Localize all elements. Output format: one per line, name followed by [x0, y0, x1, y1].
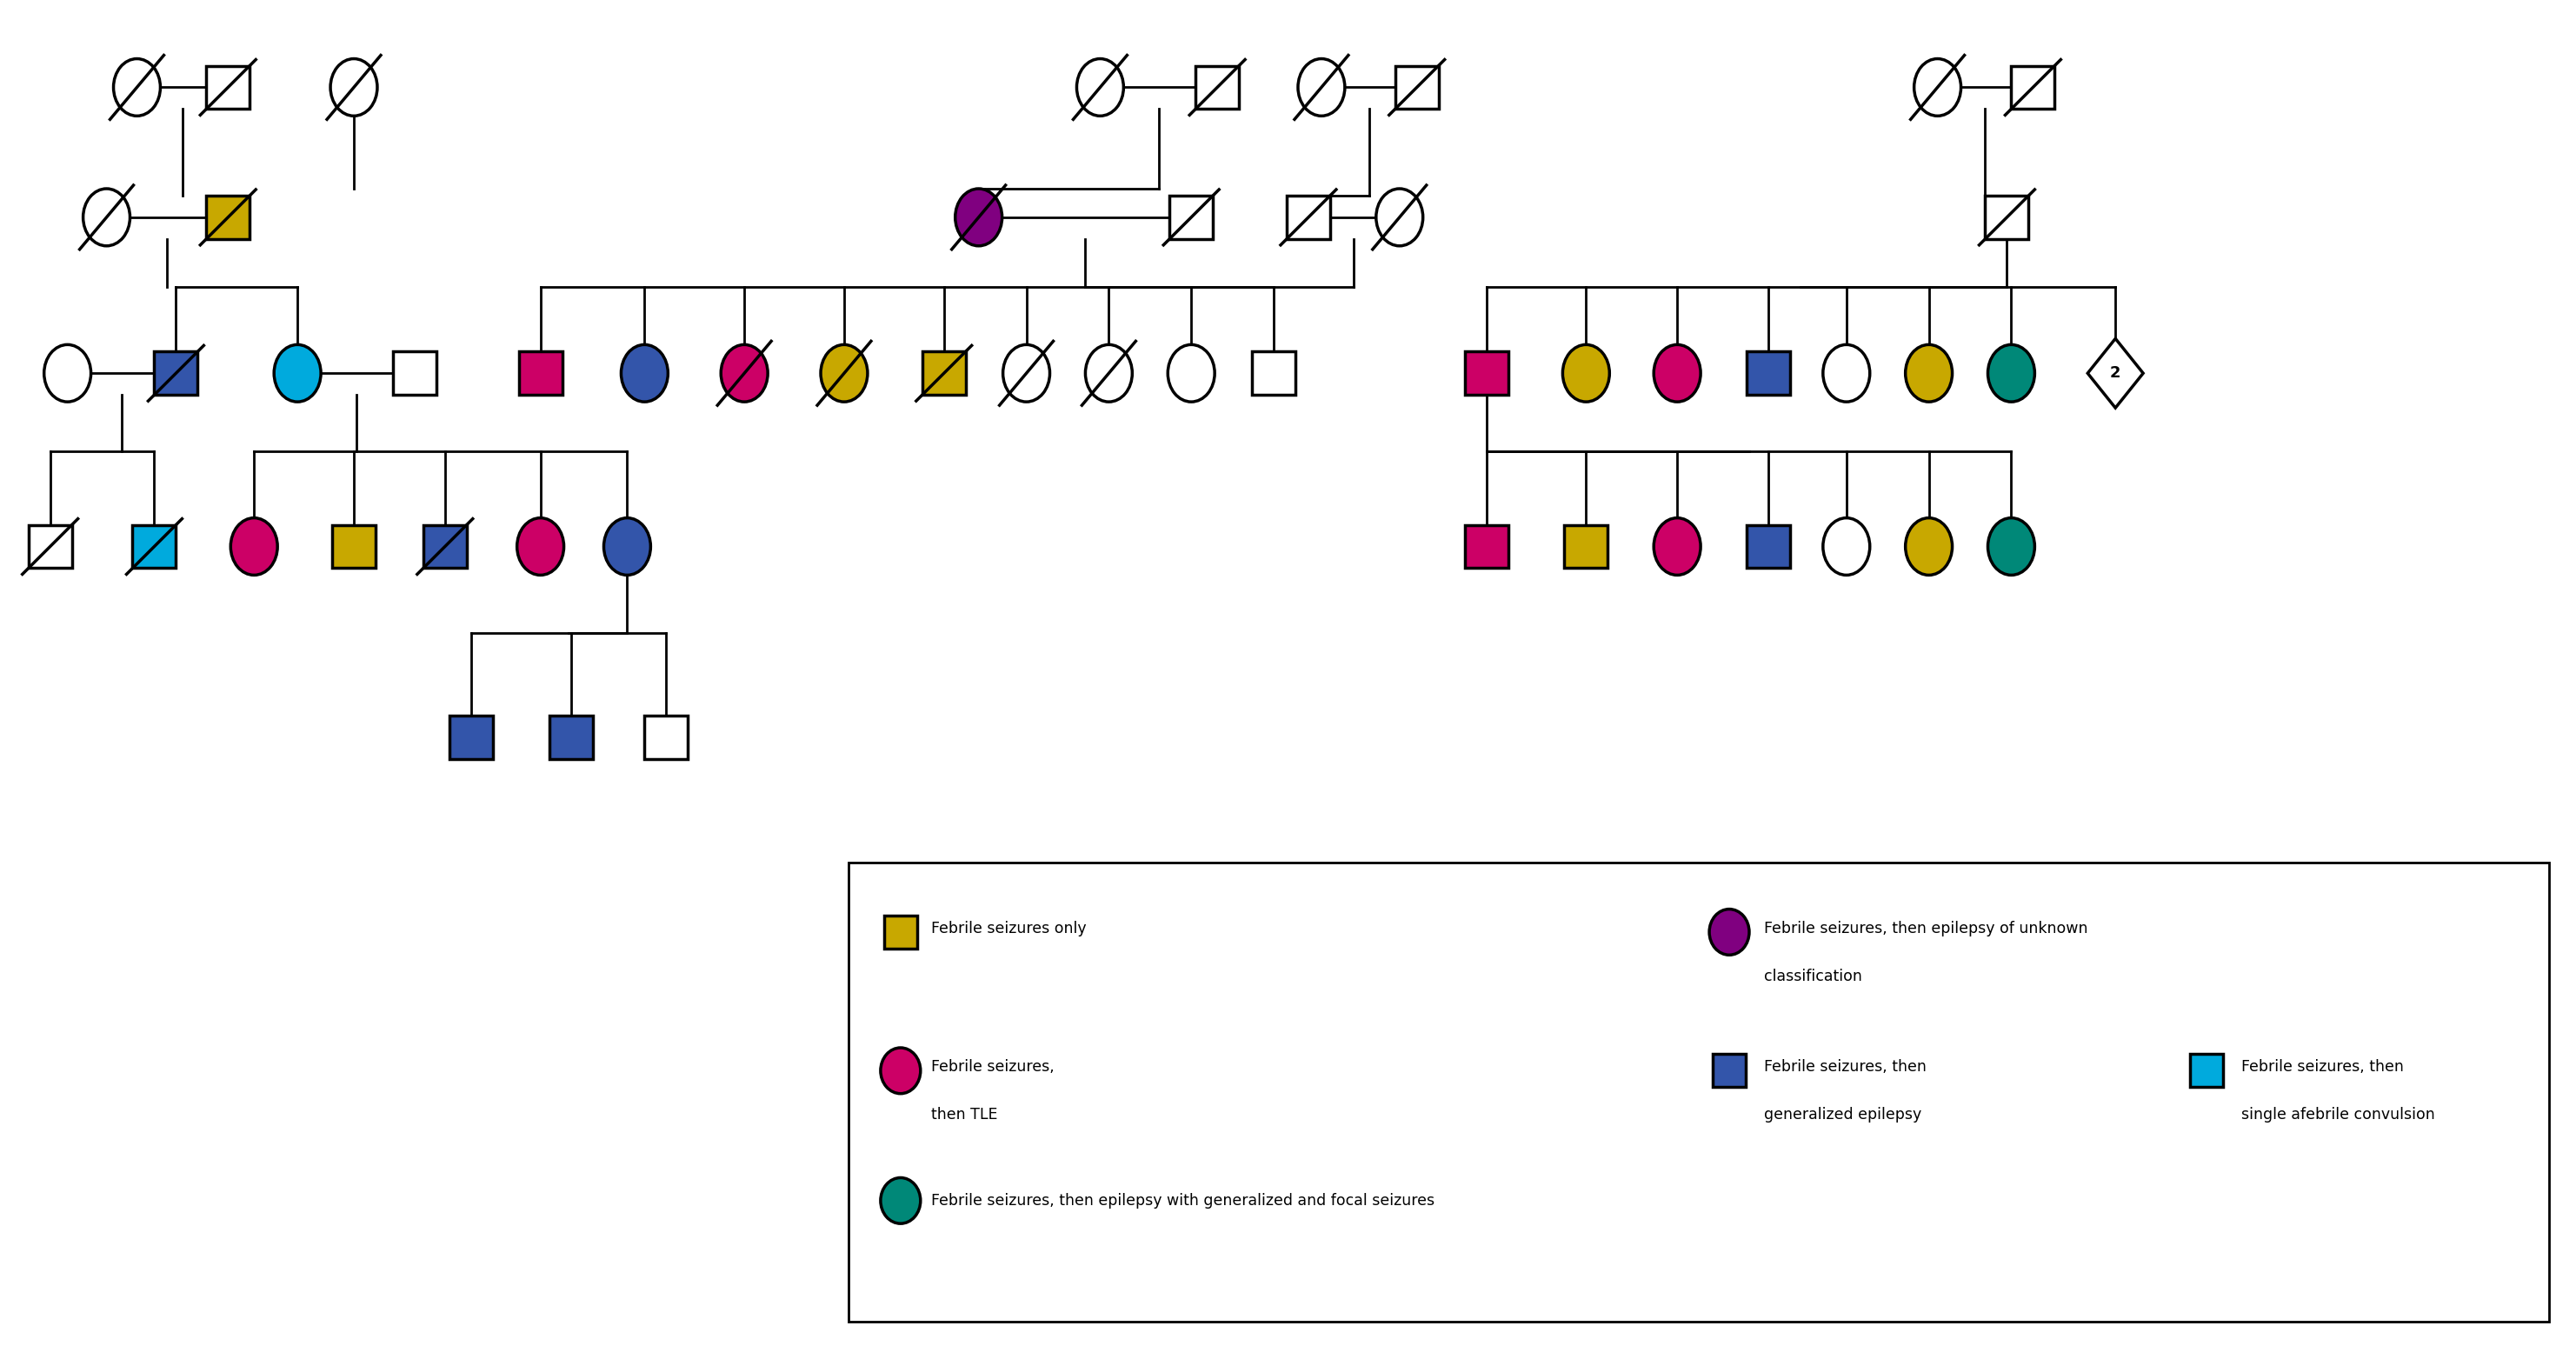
Bar: [884, 915, 917, 949]
Bar: [1252, 351, 1296, 394]
Bar: [1466, 525, 1507, 568]
Text: Febrile seizures,: Febrile seizures,: [930, 1059, 1054, 1075]
Bar: [1564, 525, 1607, 568]
Bar: [422, 525, 466, 568]
Ellipse shape: [1710, 909, 1749, 954]
Bar: [28, 525, 72, 568]
Ellipse shape: [330, 59, 376, 116]
Text: Febrile seizures, then: Febrile seizures, then: [1765, 1059, 1927, 1075]
Ellipse shape: [1298, 59, 1345, 116]
Ellipse shape: [881, 1047, 920, 1093]
Text: 2: 2: [2110, 365, 2120, 381]
Bar: [206, 195, 250, 240]
Polygon shape: [2087, 339, 2143, 408]
Bar: [549, 716, 592, 759]
Bar: [206, 66, 250, 109]
FancyBboxPatch shape: [848, 863, 2550, 1322]
Bar: [2190, 1054, 2223, 1088]
Ellipse shape: [1824, 345, 1870, 402]
Bar: [644, 716, 688, 759]
Ellipse shape: [1914, 59, 1960, 116]
Ellipse shape: [956, 188, 1002, 246]
Ellipse shape: [273, 345, 322, 402]
Ellipse shape: [1084, 345, 1133, 402]
Bar: [518, 351, 562, 394]
Ellipse shape: [82, 188, 129, 246]
Bar: [155, 351, 198, 394]
Ellipse shape: [1906, 345, 1953, 402]
Bar: [1747, 351, 1790, 394]
Bar: [1285, 195, 1329, 240]
Ellipse shape: [1376, 188, 1422, 246]
Text: Febrile seizures, then epilepsy with generalized and focal seizures: Febrile seizures, then epilepsy with gen…: [930, 1193, 1435, 1209]
Bar: [1747, 525, 1790, 568]
Bar: [1713, 1054, 1747, 1088]
Text: single afebrile convulsion: single afebrile convulsion: [2241, 1106, 2434, 1123]
Ellipse shape: [1654, 345, 1700, 402]
Ellipse shape: [1077, 59, 1123, 116]
Bar: [332, 525, 376, 568]
Ellipse shape: [518, 518, 564, 575]
Text: then TLE: then TLE: [930, 1106, 997, 1123]
Ellipse shape: [1564, 345, 1610, 402]
Ellipse shape: [603, 518, 652, 575]
Bar: [1986, 195, 2030, 240]
Ellipse shape: [1167, 345, 1216, 402]
Text: generalized epilepsy: generalized epilepsy: [1765, 1106, 1922, 1123]
Ellipse shape: [1002, 345, 1051, 402]
Text: Febrile seizures only: Febrile seizures only: [930, 921, 1087, 937]
Bar: [2012, 66, 2056, 109]
Bar: [1195, 66, 1239, 109]
Bar: [131, 525, 175, 568]
Ellipse shape: [1989, 518, 2035, 575]
Text: Febrile seizures, then: Febrile seizures, then: [2241, 1059, 2403, 1075]
Ellipse shape: [1906, 518, 1953, 575]
Ellipse shape: [881, 1178, 920, 1224]
Ellipse shape: [1824, 518, 1870, 575]
Bar: [922, 351, 966, 394]
Bar: [1396, 66, 1437, 109]
Ellipse shape: [113, 59, 160, 116]
Bar: [1170, 195, 1213, 240]
Ellipse shape: [721, 345, 768, 402]
Bar: [1466, 351, 1507, 394]
Ellipse shape: [1654, 518, 1700, 575]
Ellipse shape: [232, 518, 278, 575]
Bar: [448, 716, 492, 759]
Text: Febrile seizures, then epilepsy of unknown: Febrile seizures, then epilepsy of unkno…: [1765, 921, 2087, 937]
Ellipse shape: [1989, 345, 2035, 402]
Ellipse shape: [822, 345, 868, 402]
Bar: [394, 351, 435, 394]
Ellipse shape: [44, 345, 90, 402]
Text: classification: classification: [1765, 968, 1862, 984]
Ellipse shape: [621, 345, 667, 402]
